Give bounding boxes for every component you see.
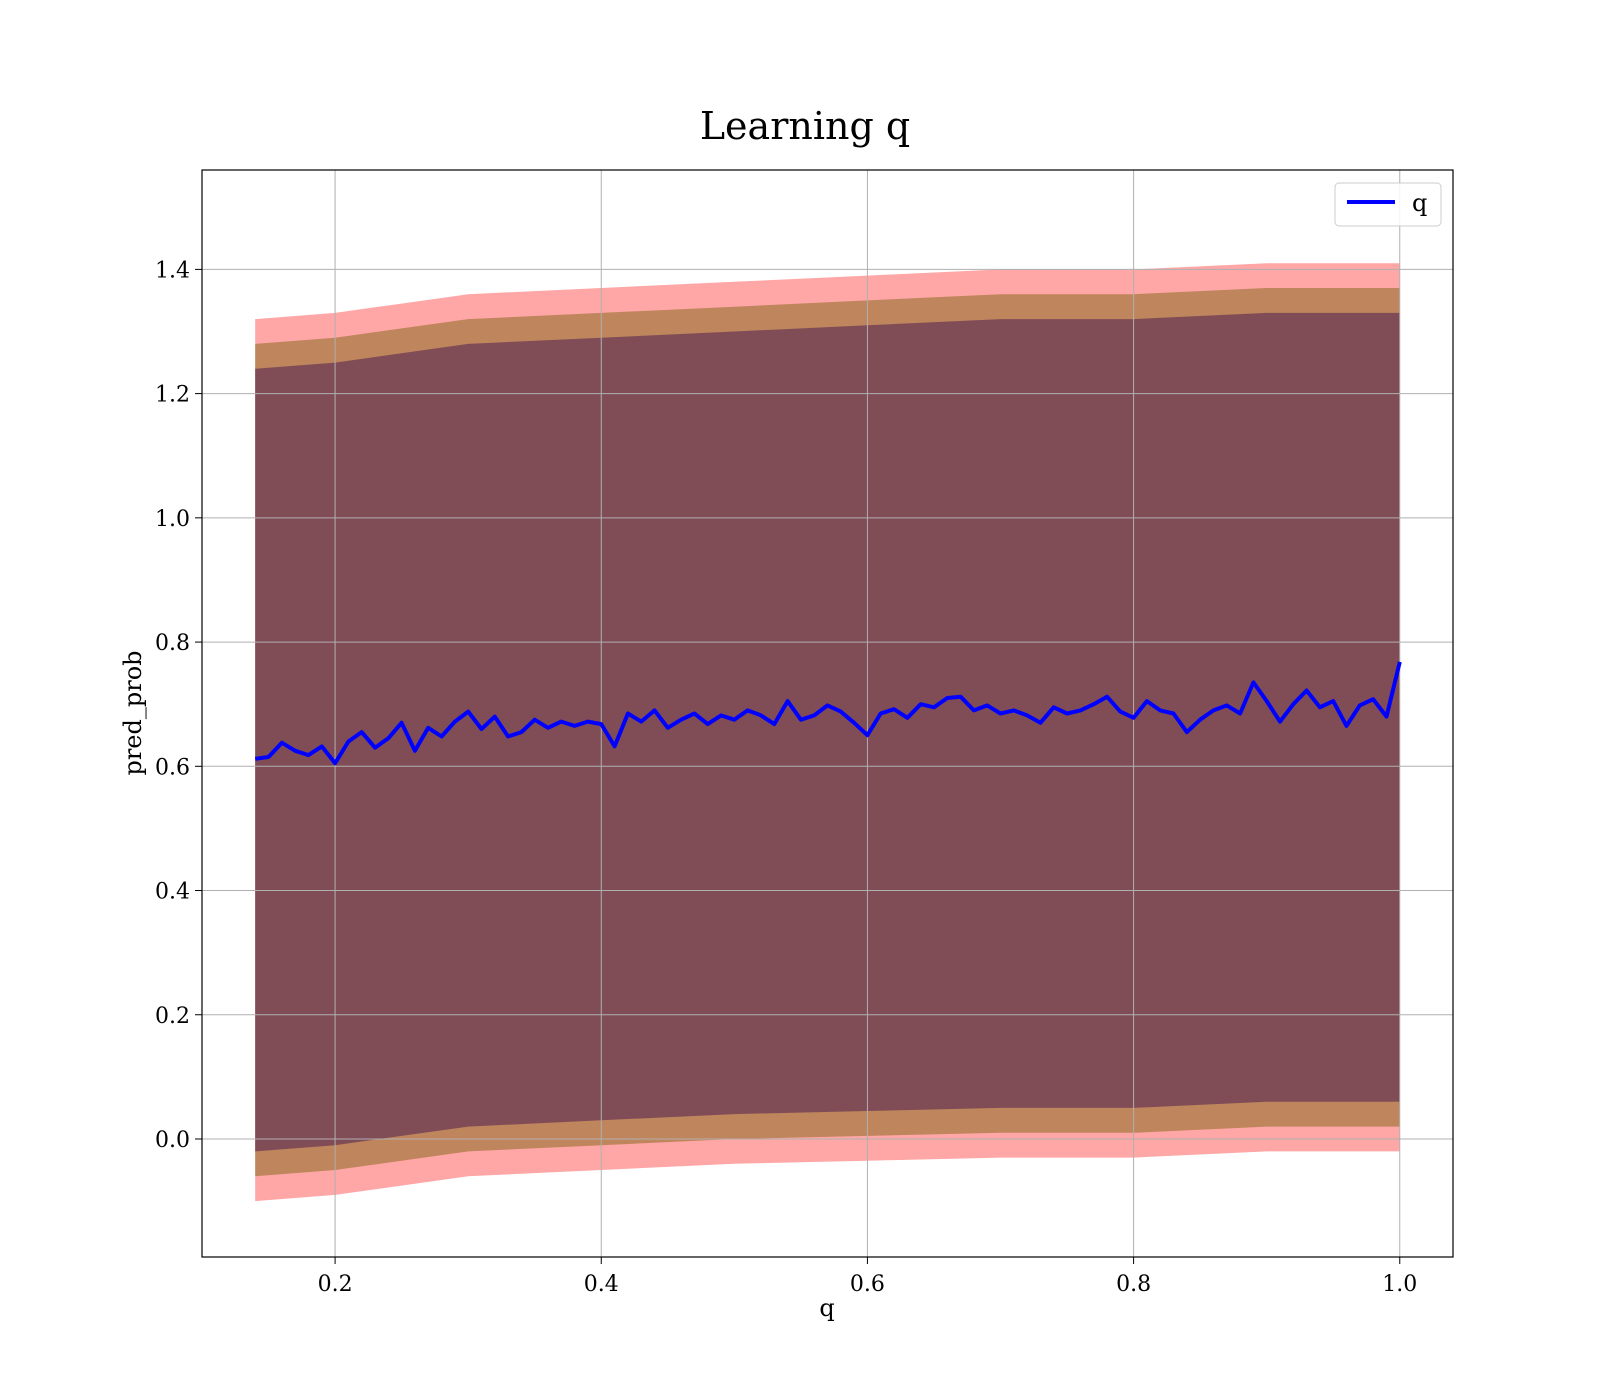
y-tick-label: 1.0 xyxy=(155,507,190,532)
legend-label-q: q xyxy=(1412,189,1427,217)
y-tick-label: 0.6 xyxy=(155,755,190,780)
y-axis-ticks: 0.0 0.2 0.4 0.6 0.8 1.0 1.2 1.4 xyxy=(155,258,202,1153)
series-line-q xyxy=(254,661,1402,766)
grid-layer xyxy=(202,170,1453,1257)
x-tick-label: 0.8 xyxy=(1116,1272,1151,1297)
chart-title: Learning q xyxy=(700,104,910,148)
band-inner-band xyxy=(255,312,1400,1152)
x-tick-label: 0.6 xyxy=(850,1272,885,1297)
plot-frame xyxy=(201,169,1454,1258)
line-layer xyxy=(254,661,1402,766)
y-tick-label: 1.4 xyxy=(155,258,190,283)
y-tick-label: 0.2 xyxy=(155,1004,190,1029)
y-tick-label: 0.0 xyxy=(155,1128,190,1153)
bands-layer xyxy=(255,263,1400,1202)
legend: q xyxy=(1334,182,1442,227)
x-axis-ticks: 0.2 0.4 0.6 0.8 1.0 xyxy=(318,1257,1417,1297)
x-tick-label: 1.0 xyxy=(1382,1272,1417,1297)
y-axis-label: pred_prob xyxy=(119,650,147,775)
x-tick-label: 0.4 xyxy=(584,1272,619,1297)
y-tick-label: 0.4 xyxy=(155,880,190,905)
y-tick-label: 0.8 xyxy=(155,631,190,656)
x-axis-label: q xyxy=(819,1294,834,1322)
y-tick-label: 1.2 xyxy=(155,383,190,408)
legend-box xyxy=(1334,182,1442,227)
x-tick-label: 0.2 xyxy=(318,1272,353,1297)
